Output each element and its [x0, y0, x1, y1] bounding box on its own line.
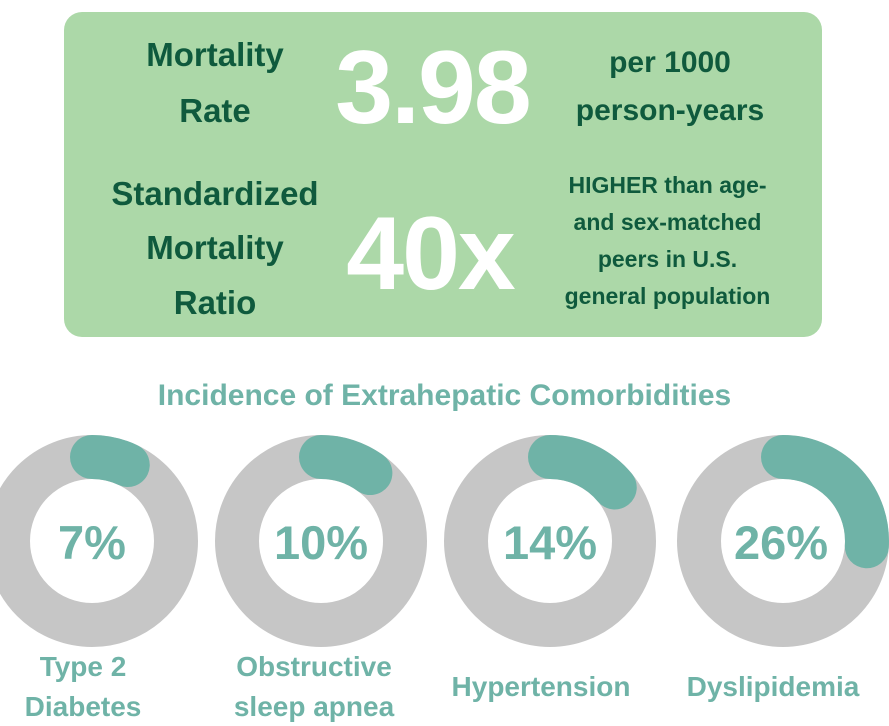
donut-percent-sleep-apnea: 10% — [273, 516, 369, 569]
mortality-rate-unit-line1: per 1000 — [609, 46, 731, 79]
mortality-rate-label-line2: Rate — [179, 92, 251, 129]
mortality-rate-label-line1: Mortality — [146, 36, 284, 73]
smr-label-line2: Mortality — [146, 229, 284, 266]
category-label-dyslipidemia: Dyslipidemia — [686, 671, 860, 702]
smr-label-line1: Standardized — [111, 175, 319, 212]
smr-label-line3: Ratio — [173, 284, 257, 321]
category-label-hypertension: Hypertension — [451, 671, 631, 702]
donut-percent-hypertension: 14% — [502, 516, 598, 569]
donut-slice-hypertension — [444, 435, 656, 647]
smr-desc-line2: and sex-matched — [573, 209, 762, 235]
smr-desc-line3: peers in U.S. — [597, 246, 738, 272]
chart-title: Incidence of Extrahepatic Comorbidities — [157, 379, 732, 412]
mortality-rate-value: 3.98 — [335, 30, 531, 146]
category-label-sleep-apnea-line2: sleep apnea — [233, 691, 395, 722]
mortality-panel — [64, 12, 822, 337]
donut-percent-dyslipidemia: 26% — [733, 516, 829, 569]
donut-slice-type2-diabetes — [0, 435, 198, 647]
category-label-type2-diabetes-line2: Diabetes — [24, 691, 142, 722]
smr-desc-line1: HIGHER than age- — [568, 172, 767, 198]
smr-value: 40x — [346, 196, 516, 312]
category-label-sleep-apnea-line1: Obstructive — [236, 651, 392, 682]
smr-desc-line4: general population — [564, 283, 771, 309]
category-label-type2-diabetes-line1: Type 2 — [39, 651, 127, 682]
donut-slice-sleep-apnea — [215, 435, 427, 647]
donut-percent-type2-diabetes: 7% — [58, 516, 126, 569]
mortality-rate-unit-line2: person-years — [575, 94, 765, 127]
donut-slice-dyslipidemia — [677, 435, 889, 647]
